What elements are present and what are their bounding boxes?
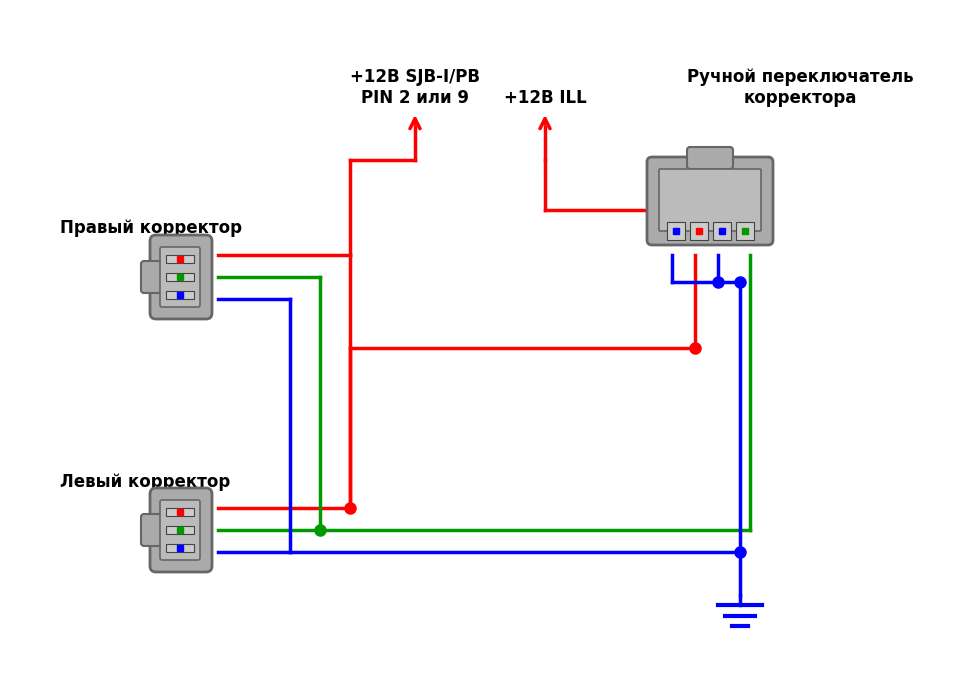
Bar: [166, 291, 194, 299]
FancyBboxPatch shape: [150, 235, 212, 319]
Bar: [690, 222, 708, 240]
Bar: [736, 222, 754, 240]
Bar: [166, 255, 194, 263]
FancyBboxPatch shape: [160, 500, 200, 560]
Text: Левый корректор: Левый корректор: [60, 473, 230, 491]
Bar: [166, 273, 194, 281]
Bar: [166, 526, 194, 534]
FancyBboxPatch shape: [647, 157, 773, 245]
FancyBboxPatch shape: [160, 247, 200, 307]
Text: +12В ILL: +12В ILL: [504, 89, 587, 107]
Bar: [713, 222, 731, 240]
FancyBboxPatch shape: [659, 169, 761, 231]
FancyBboxPatch shape: [141, 514, 161, 546]
FancyBboxPatch shape: [150, 488, 212, 572]
Bar: [166, 508, 194, 516]
Bar: [166, 544, 194, 552]
Text: Ручной переключатель
корректора: Ручной переключатель корректора: [686, 68, 913, 107]
Text: +12В SJB-I/PB
PIN 2 или 9: +12В SJB-I/PB PIN 2 или 9: [350, 68, 480, 107]
Text: Правый корректор: Правый корректор: [60, 219, 242, 237]
FancyBboxPatch shape: [141, 261, 161, 293]
FancyBboxPatch shape: [687, 147, 733, 169]
Bar: [667, 222, 685, 240]
